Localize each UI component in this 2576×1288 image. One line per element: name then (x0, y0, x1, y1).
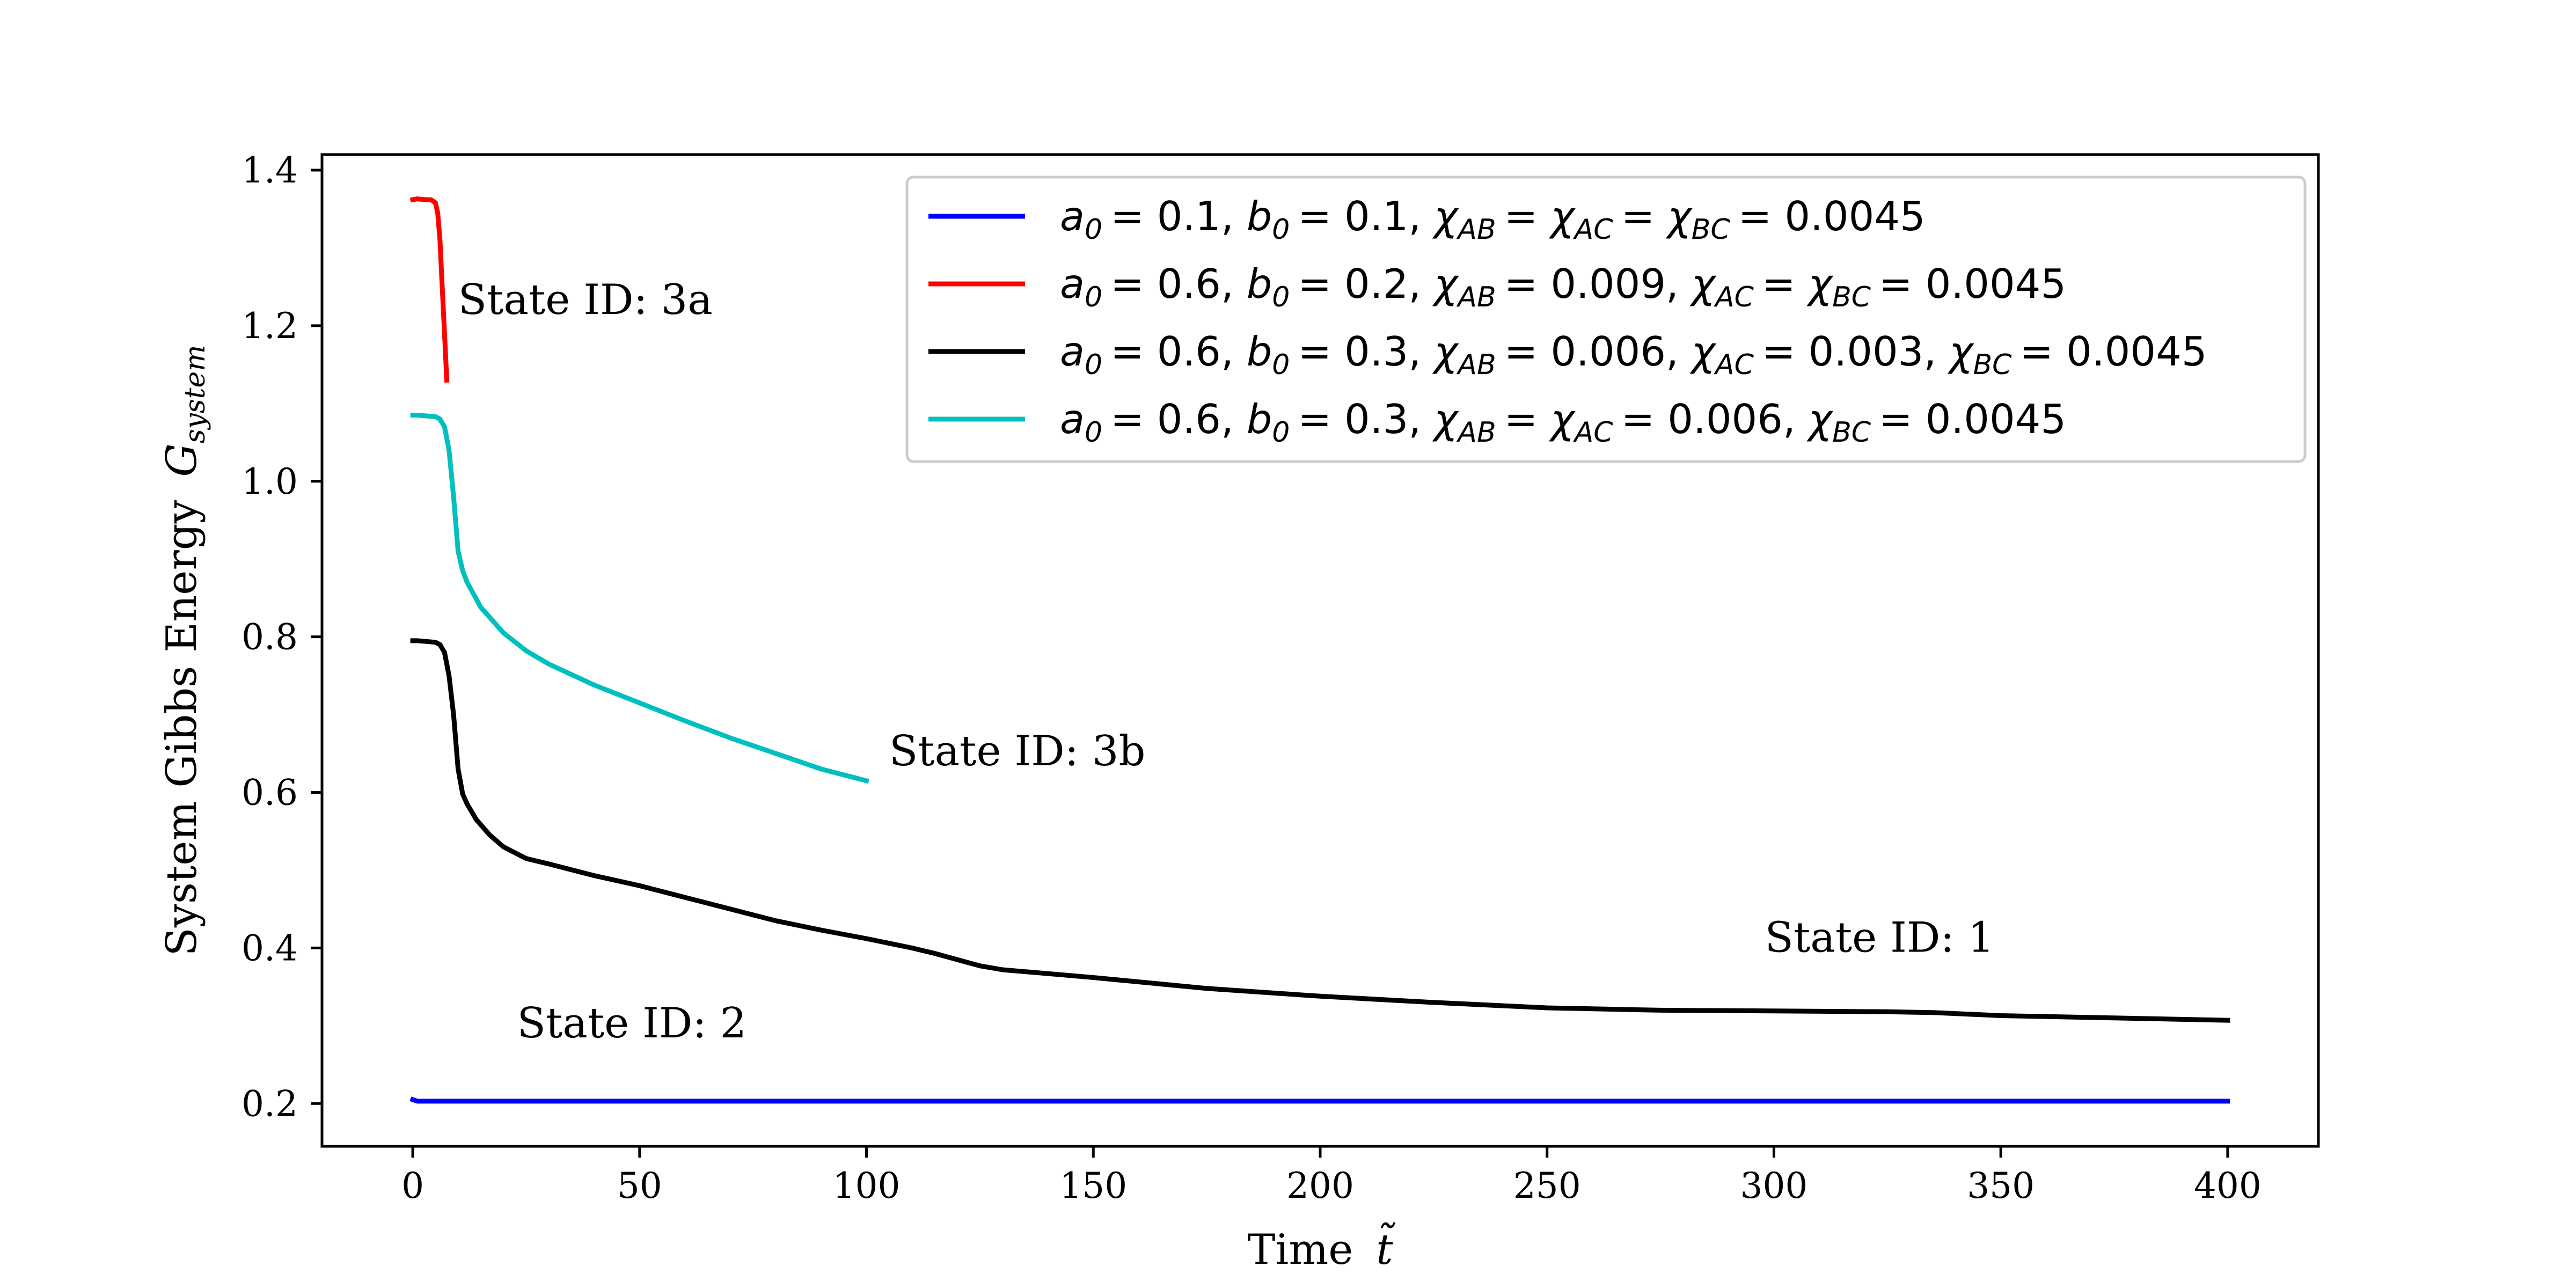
y-tick-label: 0.6 (241, 772, 298, 814)
x-tick-label: 400 (2194, 1165, 2262, 1206)
x-axis: 0 50 100 150 200 250 300 350 400 (401, 1146, 2262, 1206)
y-tick-label: 0.2 (241, 1083, 298, 1124)
x-tick-label: 350 (1967, 1165, 2035, 1206)
y-tick-label: 1.2 (241, 305, 298, 347)
y-tick-label: 1.0 (241, 461, 298, 502)
x-tick-label: 300 (1740, 1165, 1807, 1206)
x-tick-label: 250 (1513, 1165, 1581, 1206)
legend-label: a0 = 0.6, b0 = 0.2, χAB = 0.009, χAC = χ… (1060, 260, 2066, 313)
legend-label: a0 = 0.6, b0 = 0.3, χAB = 0.006, χAC = 0… (1060, 328, 2207, 381)
legend-label: a0 = 0.1, b0 = 0.1, χAB = χAC = χBC = 0.… (1060, 193, 1926, 246)
annotation-layer: State ID: 3a State ID: 3b State ID: 1 State… (458, 276, 1995, 1048)
x-axis-label-text: Time (1247, 1226, 1353, 1274)
y-axis-label-symbol: G (158, 443, 206, 477)
x-tick-label: 0 (401, 1165, 424, 1206)
state-annotation: State ID: 1 (1765, 914, 1995, 962)
y-axis-label-text: System Gibbs Energy (158, 500, 206, 956)
legend: a0 = 0.1, b0 = 0.1, χAB = χAC = χBC = 0.… (905, 175, 2307, 463)
legend-box (905, 175, 2307, 463)
series-line-2 (409, 196, 450, 383)
x-tick-label: 50 (617, 1165, 662, 1206)
y-axis-label-subscript: system (179, 345, 211, 443)
series-line-1 (409, 1096, 2230, 1104)
x-tick-label: 150 (1059, 1165, 1127, 1206)
state-annotation: State ID: 3a (458, 276, 713, 324)
series-layer (409, 196, 2230, 1104)
x-tick-label: 200 (1286, 1165, 1354, 1206)
legend-label: a0 = 0.6, b0 = 0.3, χAB = χAC = 0.006, χ… (1060, 396, 2066, 449)
y-tick-label: 1.4 (241, 150, 298, 191)
x-axis-label: Time t̃ (1247, 1222, 1395, 1274)
legend-entries: a0 = 0.1, b0 = 0.1, χAB = χAC = χBC = 0.… (928, 193, 2207, 449)
x-axis-label-symbol: t̃ (1376, 1222, 1395, 1274)
y-tick-label: 0.4 (241, 927, 298, 969)
state-annotation: State ID: 3b (889, 727, 1146, 775)
series-line-4 (410, 413, 869, 784)
y-axis: 0.2 0.4 0.6 0.8 1.0 1.2 1.4 (241, 150, 322, 1124)
state-annotation: State ID: 2 (517, 999, 747, 1048)
y-tick-label: 0.8 (241, 617, 298, 658)
y-axis-label: System Gibbs Energy Gsystem (158, 345, 211, 956)
series-line-3 (410, 638, 2230, 1023)
x-tick-label: 100 (833, 1165, 901, 1206)
